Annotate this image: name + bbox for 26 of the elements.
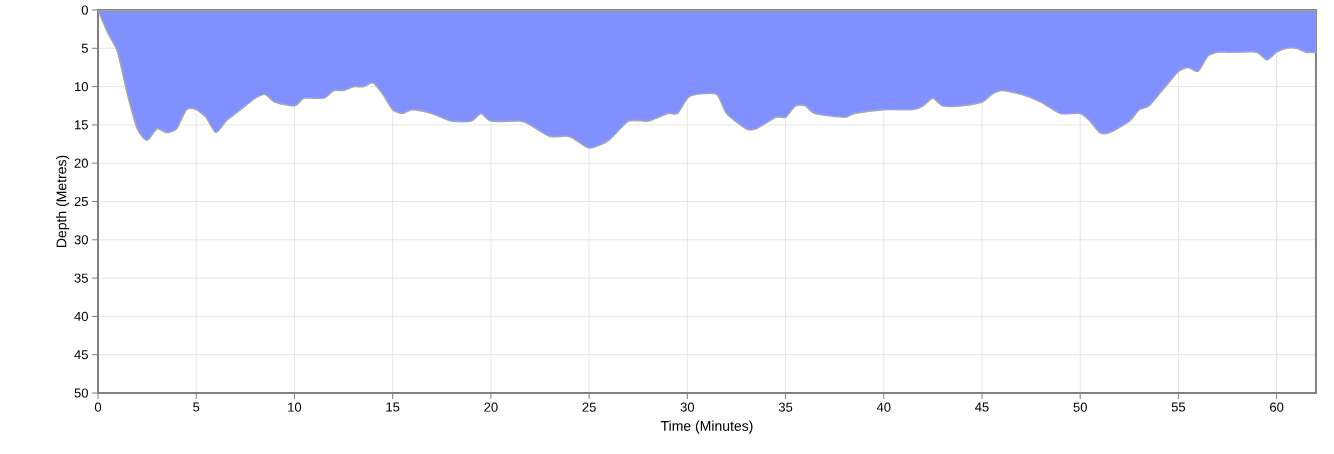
y-tick-label: 0: [81, 5, 88, 15]
x-tick-label: 5: [193, 402, 200, 412]
y-tick-label: 45: [74, 350, 88, 360]
x-tick-label: 20: [484, 402, 498, 412]
x-tick-label: 0: [94, 402, 102, 412]
x-tick-label: 10: [288, 402, 302, 412]
y-tick-label: 40: [74, 311, 88, 321]
x-tick-label: 60: [1270, 402, 1284, 412]
x-tick-label: 15: [386, 402, 400, 412]
x-tick-label: 25: [582, 402, 596, 412]
x-tick-label: 55: [1171, 402, 1186, 412]
y-tick-label: 10: [75, 81, 88, 92]
x-tick-label: 45: [975, 402, 989, 412]
x-tick-label: 50: [1073, 402, 1087, 412]
y-tick-label: 20: [74, 158, 88, 168]
y-tick-label: 25: [74, 196, 88, 207]
y-tick-label: 50: [74, 388, 88, 398]
y-tick-label: 15: [75, 120, 88, 130]
y-tick-label: 35: [74, 273, 88, 283]
y-tick-label: 5: [81, 43, 88, 53]
y-axis-title: Depth (Metres): [56, 155, 70, 248]
x-tick-label: 30: [680, 402, 695, 412]
x-axis-title: Time (Minutes): [660, 420, 753, 434]
x-tick-label: 40: [876, 402, 891, 412]
x-tick-label: 35: [778, 402, 793, 412]
y-tick-label: 30: [74, 235, 88, 245]
